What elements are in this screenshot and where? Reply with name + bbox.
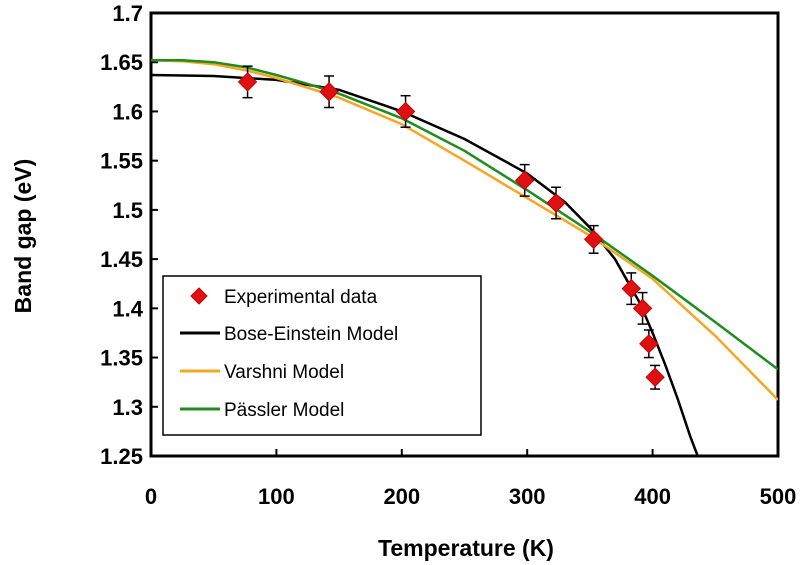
y-tick-label: 1.55 (100, 149, 143, 174)
data-point (319, 75, 339, 109)
data-point (645, 364, 665, 390)
legend-entry-label: Bose-Einstein Model (224, 324, 398, 345)
y-tick-label: 1.5 (112, 198, 143, 223)
x-tick-label: 0 (145, 484, 157, 509)
x-tick-label: 100 (258, 484, 295, 509)
diamond-marker (319, 82, 339, 102)
x-tick-label: 400 (634, 484, 671, 509)
legend-entry-label: Experimental data (224, 287, 378, 308)
legend-marker-diamond (190, 287, 208, 305)
diamond-marker (514, 170, 535, 191)
y-tick-label: 1.35 (100, 346, 143, 371)
y-axis-title: Band gap (eV) (10, 159, 36, 314)
x-tick-label: 200 (383, 484, 420, 509)
diamond-marker (621, 278, 641, 299)
series-line-varshni-model (151, 59, 778, 401)
data-point (632, 291, 653, 325)
diamond-marker (632, 298, 653, 319)
data-point (583, 224, 604, 254)
data-point (546, 186, 566, 220)
legend-entry-label: Pässler Model (224, 400, 344, 421)
diamond-marker (583, 229, 604, 250)
y-tick-label: 1.65 (100, 50, 143, 75)
legend: Experimental data Bose-Einstein Model Vars… (162, 275, 482, 436)
y-tick-label: 1.4 (112, 296, 143, 321)
diamond-marker (237, 72, 258, 92)
y-tick-label: 1.6 (112, 99, 143, 124)
y-tick-label: 1.7 (112, 1, 143, 26)
series-line-p-ssler-model (151, 59, 778, 371)
data-point (621, 272, 641, 306)
x-axis-title: Temperature (K) (378, 535, 554, 561)
x-tick-label: 300 (509, 484, 546, 509)
data-point (514, 163, 535, 197)
y-tick-label: 1.45 (100, 247, 143, 272)
x-tick-label: 500 (760, 484, 797, 509)
data-point (639, 329, 659, 359)
legend-box (162, 275, 482, 436)
diamond-marker (639, 334, 659, 354)
diamond-marker (645, 367, 665, 387)
diamond-marker (546, 193, 566, 213)
diamond-marker (395, 101, 416, 122)
y-tick-label: 1.25 (100, 444, 143, 469)
legend-entry-label: Varshni Model (224, 362, 344, 383)
plot-series-group (151, 59, 778, 456)
y-tick-label: 1.3 (112, 395, 143, 420)
data-point (237, 65, 258, 99)
data-point (395, 94, 416, 128)
